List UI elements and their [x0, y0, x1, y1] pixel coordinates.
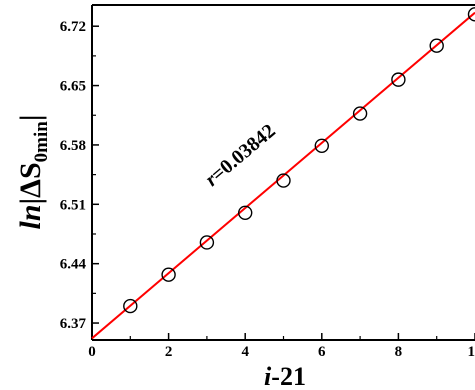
- y-tick-label: 6.65: [60, 79, 86, 95]
- data-point: [429, 38, 444, 53]
- y-tick-label: 6.37: [60, 316, 87, 332]
- y-tick-label: 6.51: [60, 197, 86, 213]
- y-axis-title: ln|ΔS0min|: [14, 115, 52, 230]
- data-point: [161, 267, 176, 282]
- y-tick-label: 6.44: [60, 257, 87, 273]
- x-tick-label: 4: [241, 344, 249, 360]
- data-point: [467, 7, 475, 22]
- data-point: [237, 205, 253, 220]
- y-tick-label: 6.72: [60, 19, 86, 35]
- x-tick-label: 10: [468, 344, 475, 360]
- plot-area: 0 2 4 6 8 10 6.37 6.44 6.51 6.58 6.65 6.72 r=0.03842…: [14, 4, 475, 390]
- data-point: [199, 235, 215, 250]
- data-point: [314, 138, 329, 153]
- x-tick-label: 8: [395, 344, 403, 360]
- data-point: [276, 173, 291, 188]
- x-tick-label: 2: [165, 344, 173, 360]
- data-point: [123, 298, 138, 314]
- y-tick-label: 6.58: [60, 138, 86, 154]
- annotation-r-value: r=0.03842: [201, 120, 280, 191]
- data-point: [391, 72, 406, 87]
- x-tick-label: 6: [318, 344, 326, 360]
- x-axis-title: i-21: [264, 362, 306, 390]
- data-point: [352, 106, 368, 121]
- x-tick-label: 0: [88, 344, 96, 360]
- fit-line: [91, 11, 475, 340]
